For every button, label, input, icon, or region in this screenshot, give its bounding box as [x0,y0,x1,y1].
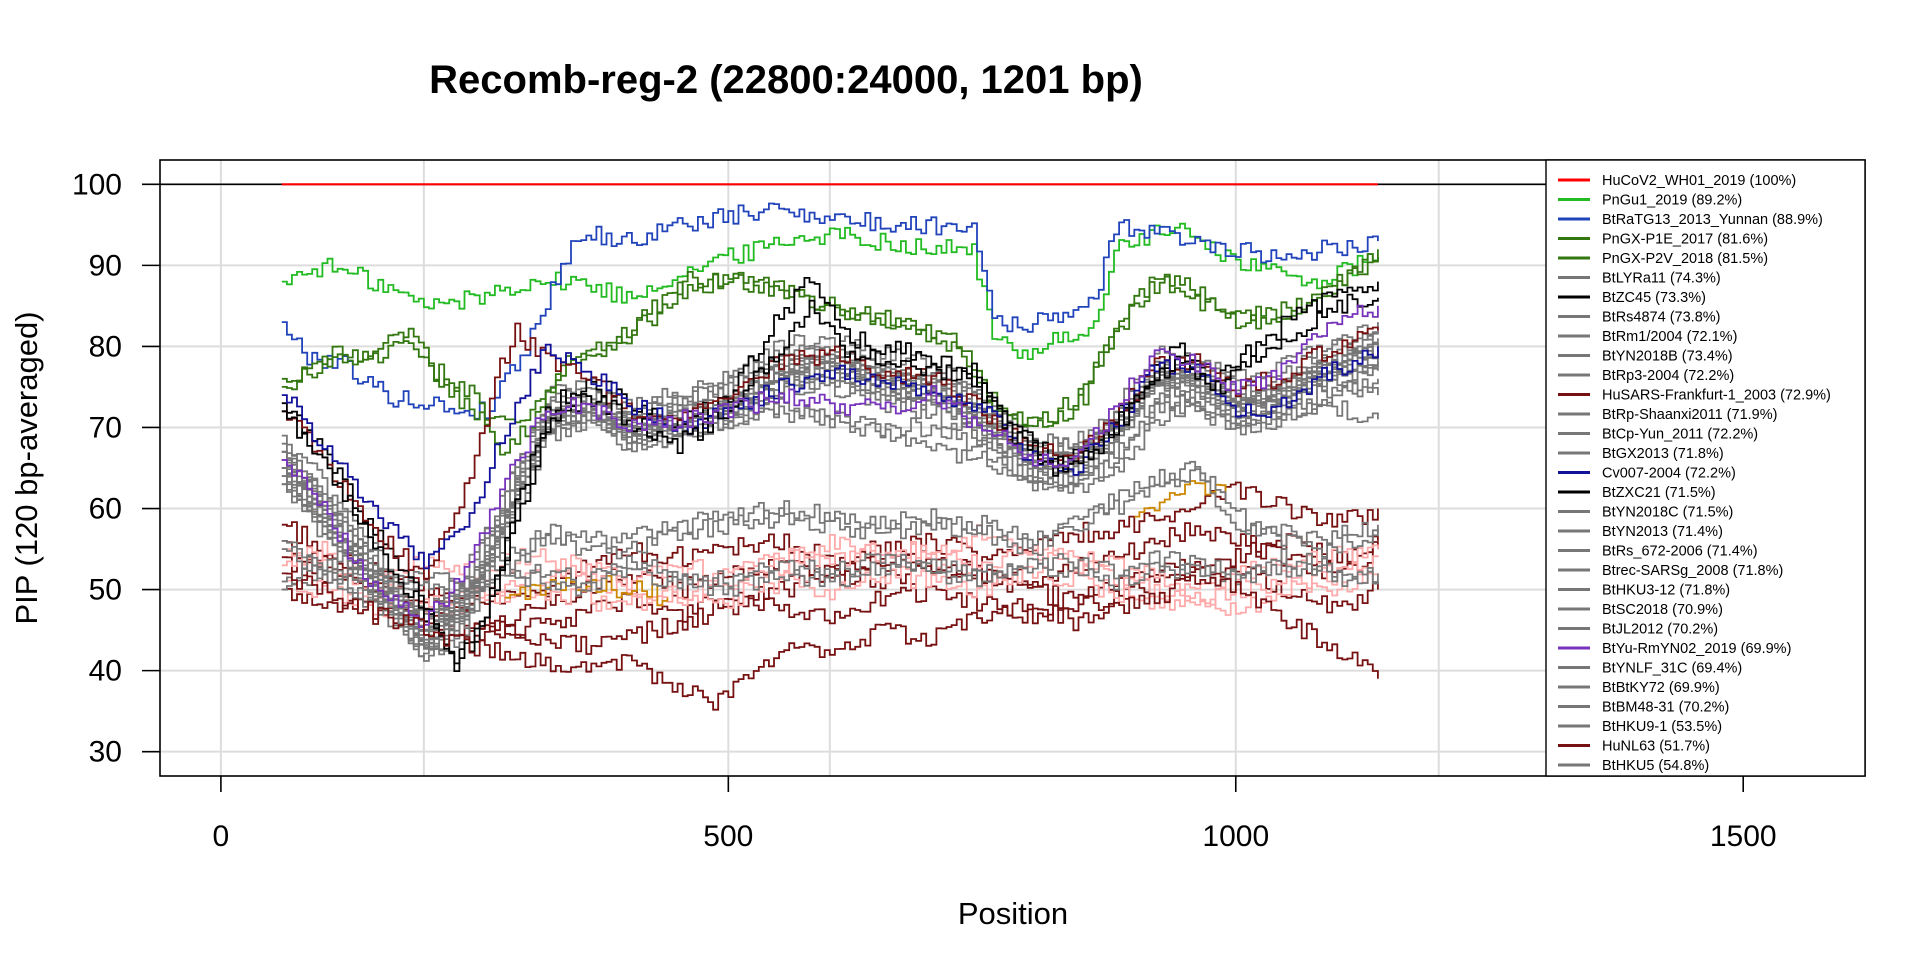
legend-label: BtRp-Shaanxi2011 (71.9%) [1602,407,1777,423]
legend-label: BtZXC21 (71.5%) [1602,485,1716,501]
series-line [281,362,1379,652]
y-tick-label: 30 [89,736,122,769]
y-tick-label: 70 [89,411,122,444]
legend-label: BtRs4874 (73.8%) [1602,310,1720,326]
x-tick-label: 500 [703,820,753,853]
y-tick-label: 40 [89,655,122,688]
legend-label: BtCp-Yun_2011 (72.2%) [1602,427,1758,443]
legend-label: BtRaTG13_2013_Yunnan (88.9%) [1602,212,1823,228]
legend-label: BtYN2018B (73.4%) [1602,349,1733,365]
legend-label: PnGX-P1E_2017 (81.6%) [1602,232,1768,248]
legend: HuCoV2_WH01_2019 (100%) PnGu1_2019 (89.2%… [1545,159,1866,777]
legend-label: BtJL2012 (70.2%) [1602,622,1718,638]
series-line [281,572,1379,711]
legend-label: Btrec-SARSg_2008 (71.8%) [1602,563,1783,579]
y-axis-label: PIP (120 bp-averaged) [9,311,44,624]
y-tick-label: 60 [89,493,122,526]
legend-label: PnGX-P2V_2018 (81.5%) [1602,251,1768,267]
series-line [281,202,1379,420]
series-line-unlabeled [505,575,669,607]
legend-label: BtBtKY72 (69.9%) [1602,680,1720,696]
series-line [281,460,1379,620]
legend-label: BtRm1/2004 (72.1%) [1602,329,1737,345]
legend-label: BtHKU3-12 (71.8%) [1602,583,1730,599]
legend-label: BtRp3-2004 (72.2%) [1602,368,1734,384]
y-tick-label: 80 [89,330,122,363]
legend-label: BtYN2013 (71.4%) [1602,524,1723,540]
legend-label: BtYNLF_31C (69.4%) [1602,661,1742,677]
legend-label: BtBM48-31 (70.2%) [1602,700,1729,716]
series-line [281,548,1379,593]
chart-title: Recomb-reg-2 (22800:24000, 1201 bp) [429,58,1143,102]
legend-label: BtLYRa11 (74.3%) [1602,271,1721,287]
axes: 0 500 1000 1500 30 40 50 60 70 80 90 100 [72,168,1777,853]
grid [160,160,1643,776]
legend-label: BtZC45 (73.3%) [1602,290,1706,306]
series-line [281,304,1379,628]
series-lines [281,183,1379,711]
legend-label: BtYN2018C (71.5%) [1602,505,1733,521]
x-tick-label: 1500 [1710,820,1777,853]
legend-label: BtHKU5 (54.8%) [1602,758,1709,774]
x-axis-label: Position [958,896,1068,931]
legend-label: HuNL63 (51.7%) [1602,739,1710,755]
y-tick-label: 50 [89,574,122,607]
x-tick-label: 1000 [1202,820,1269,853]
legend-label: Cv007-2004 (72.2%) [1602,466,1736,482]
legend-box [1545,159,1866,777]
series-line [281,378,1379,647]
legend-label: HuSARS-Frankfurt-1_2003 (72.9%) [1602,388,1831,404]
legend-label: BtRs_672-2006 (71.4%) [1602,544,1758,560]
legend-label: BtHKU9-1 (53.5%) [1602,719,1722,735]
legend-label: BtYu-RmYN02_2019 (69.9%) [1602,641,1791,657]
legend-label: BtSC2018 (70.9%) [1602,602,1723,618]
y-tick-label: 90 [89,249,122,282]
legend-label: BtGX2013 (71.8%) [1602,446,1724,462]
legend-label: PnGu1_2019 (89.2%) [1602,193,1742,209]
x-tick-label: 0 [213,820,230,853]
y-tick-label: 100 [72,168,122,201]
legend-label: HuCoV2_WH01_2019 (100%) [1602,173,1796,189]
